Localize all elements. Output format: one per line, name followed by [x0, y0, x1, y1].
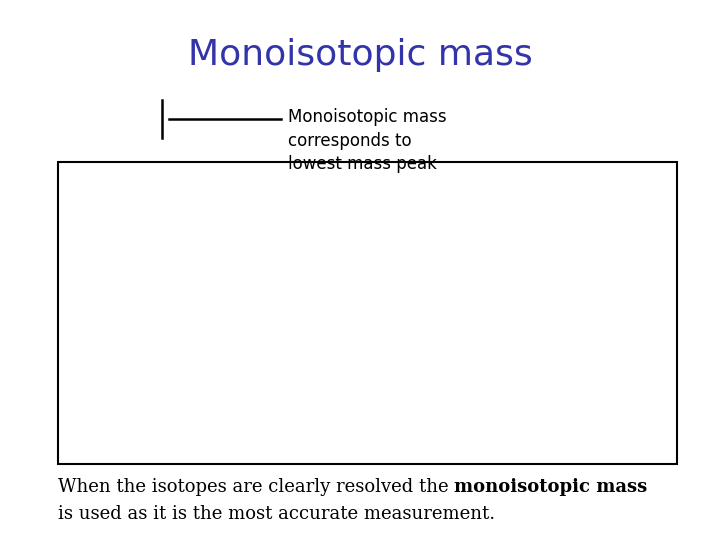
Text: monoisotopic mass: monoisotopic mass — [454, 478, 647, 496]
Text: Monoisotopic mass: Monoisotopic mass — [188, 38, 532, 72]
Text: When the isotopes are clearly resolved the: When the isotopes are clearly resolved t… — [58, 478, 454, 496]
Text: Monoisotopic mass
corresponds to
lowest mass peak: Monoisotopic mass corresponds to lowest … — [288, 108, 446, 173]
Text: is used as it is the most accurate measurement.: is used as it is the most accurate measu… — [58, 505, 495, 523]
Bar — [58, 162, 677, 464]
